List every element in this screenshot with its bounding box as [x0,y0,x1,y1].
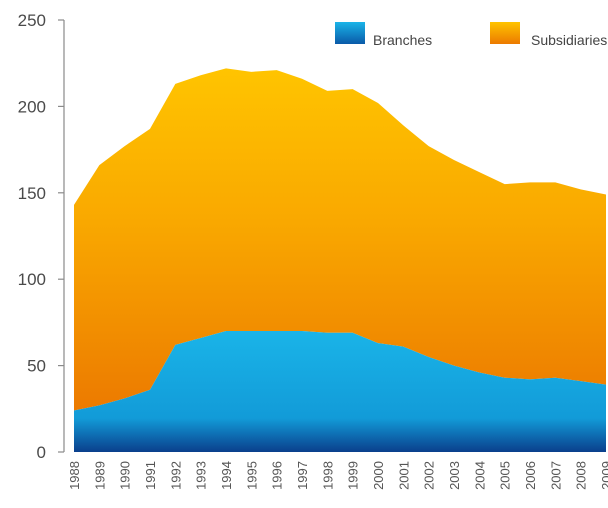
area-layer [74,68,606,452]
x-tick-label: 2001 [396,461,411,490]
legend: Branches Subsidiaries [335,22,607,48]
x-tick-label: 2000 [371,461,386,490]
y-tick-label: 250 [18,11,46,30]
y-tick-label: 0 [37,443,46,462]
x-tick-label: 2007 [548,461,563,490]
y-tick-label: 200 [18,97,46,116]
x-tick-label: 1988 [67,461,82,490]
x-tick-label: 1991 [143,461,158,490]
y-tick-label: 50 [27,357,46,376]
x-tick-label: 1989 [92,461,107,490]
x-tick-label: 1996 [270,461,285,490]
legend-swatch-branches [335,22,365,44]
legend-label-branches: Branches [373,32,432,48]
x-tick-label: 2003 [447,461,462,490]
x-tick-label: 2006 [523,461,538,490]
x-tick-label: 2008 [574,461,589,490]
y-tick-label: 100 [18,270,46,289]
x-tick-label: 2005 [498,461,513,490]
x-tick-label: 1992 [168,461,183,490]
x-tick-label: 1993 [194,461,209,490]
x-tick-label: 1994 [219,461,234,490]
x-tick-label: 1990 [118,461,133,490]
x-tick-label: 2004 [472,461,487,490]
x-tick-label: 2002 [422,461,437,490]
x-tick-label: 1998 [320,461,335,490]
legend-swatch-subsidiaries [490,22,520,44]
x-tick-label: 2009 [599,461,608,490]
legend-label-subsidiaries: Subsidiaries [531,32,607,48]
series-area-subsidiaries [74,68,606,411]
y-tick-label: 150 [18,184,46,203]
x-tick-label: 1999 [346,461,361,490]
series-area-branches [74,331,606,452]
axis-layer: 0 50 100 150 200 250 1988 1989 1990 1991 1992 1993 1… [18,11,608,490]
x-tick-label: 1997 [295,461,310,490]
x-tick-label: 1995 [244,461,259,490]
